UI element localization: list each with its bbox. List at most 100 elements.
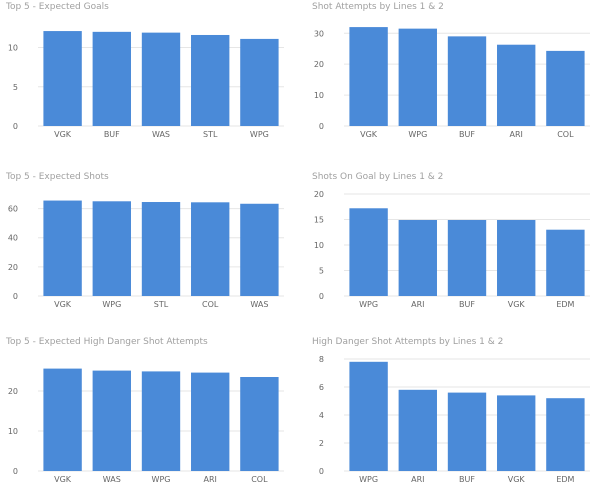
y-tick-label: 60 — [8, 205, 18, 214]
x-tick-label: WAS — [250, 300, 268, 309]
bar[interactable] — [141, 32, 181, 126]
bar[interactable] — [349, 208, 388, 296]
bar-chart-shot-attempts: 0 10 20 30 VGK WPG BUF ARI COL — [314, 27, 590, 139]
chart-panel-hd-attempts: High Danger Shot Attempts by Lines 1 & 2… — [312, 337, 600, 487]
chart-title: Top 5 - Expected Goals — [6, 2, 109, 12]
y-tick-label: 0 — [13, 122, 18, 131]
x-tick-label: WPG — [359, 300, 378, 309]
bar[interactable] — [447, 392, 487, 471]
x-tick-label: STL — [203, 130, 218, 139]
chart-panel-expected-hd-attempts: Top 5 - Expected High Danger Shot Attemp… — [6, 337, 294, 487]
bar[interactable] — [398, 389, 437, 471]
bar[interactable] — [43, 31, 82, 126]
y-tick-label: 30 — [314, 29, 324, 38]
x-tick-label: VGK — [360, 130, 378, 139]
x-tick-label: COL — [202, 300, 219, 309]
y-tick-label: 0 — [319, 292, 324, 301]
x-tick-label: WPG — [408, 130, 427, 139]
x-tick-label: BUF — [459, 300, 475, 309]
x-tick-label: ARI — [411, 475, 424, 484]
bar[interactable] — [398, 220, 437, 296]
x-tick-label: WAS — [152, 130, 170, 139]
y-tick-label: 20 — [314, 60, 324, 69]
bar[interactable] — [447, 36, 487, 127]
x-tick-label: EDM — [556, 475, 574, 484]
y-tick-label: 10 — [8, 44, 18, 53]
y-tick-label: 8 — [319, 355, 324, 364]
y-tick-label: 0 — [13, 292, 18, 301]
x-tick-label: WPG — [250, 130, 269, 139]
bar[interactable] — [546, 229, 585, 296]
chart-title: High Danger Shot Attempts by Lines 1 & 2 — [312, 337, 504, 347]
bar[interactable] — [349, 361, 388, 471]
chart-title: Shot Attempts by Lines 1 & 2 — [312, 2, 444, 12]
bar-chart-expected-hd-attempts: 0 10 20 VGK WAS WPG ARI COL — [8, 368, 284, 484]
y-tick-label: 0 — [319, 122, 324, 131]
x-tick-label: ARI — [510, 130, 523, 139]
y-tick-label: 10 — [314, 241, 324, 250]
bar[interactable] — [497, 395, 536, 471]
bar[interactable] — [349, 27, 388, 126]
x-tick-label: ARI — [411, 300, 424, 309]
bar[interactable] — [546, 50, 585, 126]
y-tick-label: 2 — [319, 439, 324, 448]
chart-panel-expected-shots: Top 5 - Expected Shots 0 20 40 60 VGK WPG STL C… — [6, 172, 294, 312]
y-tick-label: 5 — [13, 83, 18, 92]
chart-title: Shots On Goal by Lines 1 & 2 — [312, 172, 444, 182]
y-tick-label: 5 — [319, 267, 324, 276]
y-tick-label: 20 — [314, 190, 324, 199]
x-tick-label: EDM — [556, 300, 574, 309]
bar[interactable] — [497, 44, 536, 126]
chart-panel-shot-attempts: Shot Attempts by Lines 1 & 2 0 10 20 30 VGK W… — [312, 2, 600, 142]
bar[interactable] — [497, 220, 536, 296]
chart-title: Top 5 - Expected Shots — [6, 172, 109, 182]
bar-chart-hd-attempts: 0 2 4 6 8 WPG ARI BUF VGK EDM — [319, 355, 590, 484]
x-tick-label: VGK — [54, 130, 72, 139]
y-tick-label: 10 — [314, 91, 324, 100]
y-tick-label: 10 — [8, 427, 18, 436]
bar[interactable] — [240, 38, 279, 126]
y-tick-label: 0 — [319, 467, 324, 476]
bar[interactable] — [398, 28, 437, 126]
y-tick-label: 40 — [8, 234, 18, 243]
x-tick-label: VGK — [54, 475, 72, 484]
y-tick-label: 15 — [314, 216, 324, 225]
x-tick-label: WPG — [359, 475, 378, 484]
bar[interactable] — [447, 220, 487, 296]
x-tick-label: WAS — [103, 475, 121, 484]
bar[interactable] — [240, 203, 279, 296]
bar[interactable] — [240, 377, 279, 471]
x-tick-label: WPG — [152, 475, 171, 484]
bar[interactable] — [546, 398, 585, 471]
chart-panel-expected-goals: Top 5 - Expected Goals 0 5 10 VGK BUF WAS STL W… — [6, 2, 294, 142]
x-tick-label: WPG — [102, 300, 121, 309]
x-tick-label: BUF — [104, 130, 120, 139]
bar[interactable] — [92, 31, 131, 126]
bar-chart-shots-on-goal: 0 5 10 15 20 WPG ARI BUF VGK EDM — [314, 190, 590, 309]
y-tick-label: 20 — [8, 263, 18, 272]
x-tick-label: VGK — [508, 300, 526, 309]
bar[interactable] — [43, 368, 82, 471]
bar[interactable] — [141, 371, 181, 471]
x-tick-label: COL — [557, 130, 574, 139]
bar[interactable] — [43, 200, 82, 296]
x-tick-label: VGK — [54, 300, 72, 309]
x-tick-label: COL — [251, 475, 268, 484]
chart-title: Top 5 - Expected High Danger Shot Attemp… — [6, 337, 208, 347]
bar[interactable] — [92, 201, 131, 296]
bar[interactable] — [191, 372, 230, 471]
y-tick-label: 0 — [13, 467, 18, 476]
x-tick-label: BUF — [459, 475, 475, 484]
chart-panel-shots-on-goal: Shots On Goal by Lines 1 & 2 0 5 10 15 20 WPG… — [312, 172, 600, 312]
bar[interactable] — [191, 34, 230, 126]
bar[interactable] — [141, 202, 181, 296]
bar[interactable] — [92, 370, 131, 471]
bar-chart-expected-goals: 0 5 10 VGK BUF WAS STL WPG — [8, 31, 284, 139]
x-tick-label: ARI — [204, 475, 217, 484]
x-tick-label: STL — [154, 300, 169, 309]
bar[interactable] — [191, 202, 230, 296]
y-tick-label: 20 — [8, 387, 18, 396]
x-tick-label: BUF — [459, 130, 475, 139]
y-tick-label: 6 — [319, 383, 324, 392]
bar-chart-expected-shots: 0 20 40 60 VGK WPG STL COL WAS — [8, 200, 284, 309]
